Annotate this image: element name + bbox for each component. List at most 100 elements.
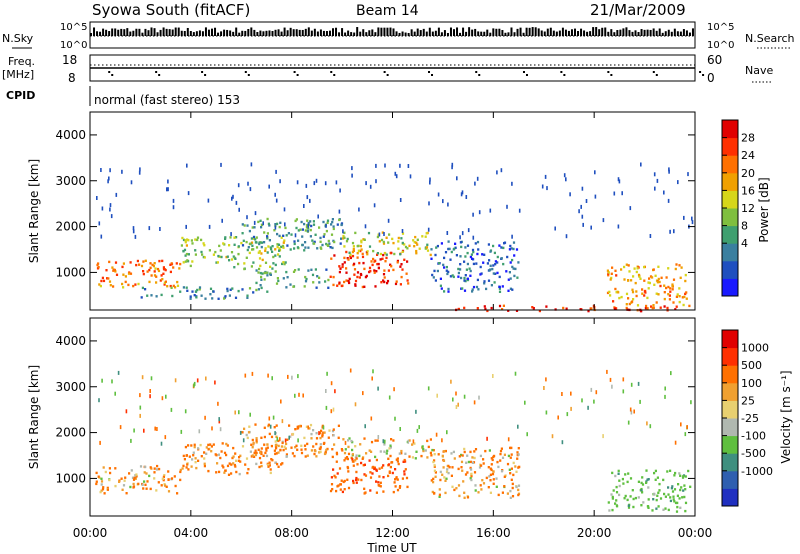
nave-dot <box>702 74 705 76</box>
echo-cell <box>354 402 357 407</box>
echo-cell <box>375 491 378 494</box>
echo-cell <box>340 222 344 225</box>
nsky-bar <box>483 31 486 36</box>
echo-cell <box>268 224 271 227</box>
echo-cell <box>397 236 400 240</box>
echo-cell <box>617 472 620 475</box>
echo-cell <box>684 509 687 513</box>
echo-cell <box>275 282 279 285</box>
echo-cell <box>303 436 306 440</box>
echo-cell <box>318 431 320 436</box>
echo-cell <box>336 485 339 488</box>
echo-cell <box>384 260 387 263</box>
echo-cell <box>303 222 306 226</box>
echo-cell <box>667 198 670 203</box>
echo-cell <box>135 263 138 267</box>
echo-cell <box>185 224 187 229</box>
echo-cell <box>461 231 464 236</box>
echo-cell <box>261 258 264 262</box>
echo-cell <box>461 469 464 472</box>
echo-cell <box>673 488 677 491</box>
echo-cell <box>506 204 508 209</box>
echo-cell <box>297 229 300 232</box>
echo-cell <box>364 275 367 279</box>
nsky-bar <box>201 31 204 36</box>
echo-cell <box>331 218 334 221</box>
echo-cell <box>684 432 687 437</box>
x-tick-label: 04:00 <box>174 526 209 540</box>
echo-cell <box>412 239 415 242</box>
echo-cell <box>397 240 400 243</box>
nsky-bar <box>537 28 540 36</box>
echo-cell <box>211 426 213 431</box>
echo-cell <box>196 236 200 239</box>
colorbar-tick-label: 8 <box>741 220 748 233</box>
echo-cell <box>283 207 286 212</box>
echo-cell <box>346 465 349 469</box>
echo-cell <box>268 461 271 464</box>
nsky-bar <box>192 32 195 36</box>
echo-cell <box>146 480 149 483</box>
nave-dot <box>201 71 204 73</box>
echo-cell <box>294 393 296 398</box>
echo-cell <box>510 247 513 250</box>
echo-cell <box>492 272 495 275</box>
echo-cell <box>341 265 344 269</box>
echo-cell <box>242 438 245 443</box>
echo-cell <box>668 298 671 301</box>
echo-cell <box>325 448 328 452</box>
echo-cell <box>517 453 520 456</box>
echo-cell <box>271 376 273 381</box>
echo-cell <box>645 304 648 308</box>
echo-cell <box>365 452 368 455</box>
echo-cell <box>674 440 677 445</box>
echo-cell <box>271 267 274 270</box>
echo-cell <box>449 258 452 261</box>
echo-cell <box>238 207 240 212</box>
echo-cell <box>160 274 163 277</box>
echo-cell <box>264 261 268 264</box>
echo-cell <box>375 458 378 462</box>
colorbar-tick-label: -25 <box>741 412 759 425</box>
echo-cell <box>263 426 266 429</box>
echo-cell <box>478 466 482 469</box>
echo-cell <box>602 434 604 439</box>
echo-cell <box>662 508 665 511</box>
echo-cell <box>352 245 355 248</box>
nsky-bar <box>301 29 304 36</box>
echo-cell <box>294 269 297 272</box>
echo-cell <box>490 284 493 287</box>
echo-cell <box>337 424 340 427</box>
echo-cell <box>349 253 352 256</box>
echo-cell <box>383 269 386 272</box>
echo-cell <box>106 488 109 491</box>
echo-cell <box>379 450 382 453</box>
echo-cell <box>349 368 352 373</box>
echo-cell <box>191 458 194 461</box>
echo-cell <box>328 429 331 432</box>
echo-cell <box>304 280 308 283</box>
echo-cell <box>398 486 401 489</box>
echo-cell <box>627 420 630 425</box>
echo-cell <box>285 286 288 289</box>
echo-cell <box>656 494 659 497</box>
echo-cell <box>345 279 348 282</box>
echo-cell <box>507 289 510 292</box>
echo-cell <box>307 221 310 225</box>
echo-cell <box>219 249 222 252</box>
freq-label: Freq. <box>8 55 35 68</box>
echo-cell <box>172 205 175 210</box>
echo-cell <box>429 180 431 185</box>
colorbar-tick-label: 12 <box>741 202 755 215</box>
echo-cell <box>691 220 694 225</box>
echo-cell <box>184 239 187 242</box>
echo-cell <box>260 464 263 468</box>
echo-cell <box>613 191 616 196</box>
echo-cell <box>656 178 659 183</box>
echo-cell <box>504 474 507 477</box>
echo-cell <box>492 470 495 473</box>
echo-cell <box>393 252 396 256</box>
nsky-bar <box>238 32 241 36</box>
echo-cell <box>235 200 238 205</box>
echo-cell <box>155 275 158 278</box>
